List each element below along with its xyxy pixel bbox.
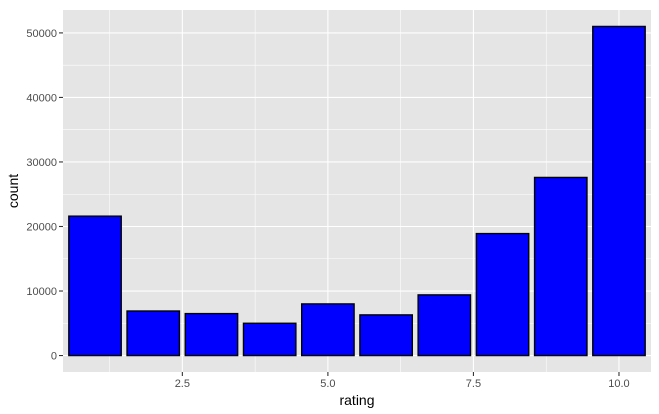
bar-rating-3 [184, 312, 239, 357]
x-tick-label: 5.0 [320, 378, 335, 390]
bar-rating-6 [359, 314, 414, 357]
bar-rating-10 [592, 25, 646, 357]
y-tick-label: 0 [51, 351, 57, 363]
x-tick-label: 7.5 [466, 378, 481, 390]
y-axis-title: count [5, 174, 21, 208]
y-tick-label: 50000 [26, 28, 57, 40]
y-axis: 0 10000 20000 30000 40000 50000 [26, 28, 63, 363]
bar-rating-2 [126, 310, 181, 357]
y-tick-label: 20000 [26, 221, 57, 233]
y-tick-label: 10000 [26, 286, 57, 298]
x-tick-label: 2.5 [175, 378, 190, 390]
x-tick-label: 10.0 [608, 378, 629, 390]
bars [68, 25, 646, 357]
bar-rating-8 [475, 232, 530, 357]
bar-rating-9 [533, 176, 588, 357]
x-axis: 2.5 5.0 7.5 10.0 [175, 372, 630, 390]
bar-rating-5 [300, 303, 355, 357]
bar-rating-4 [242, 322, 297, 357]
y-tick-label: 30000 [26, 157, 57, 169]
bar-rating-1 [68, 215, 122, 357]
bar-rating-7 [417, 294, 472, 357]
y-tick-label: 40000 [26, 92, 57, 104]
x-axis-title: rating [339, 392, 374, 408]
